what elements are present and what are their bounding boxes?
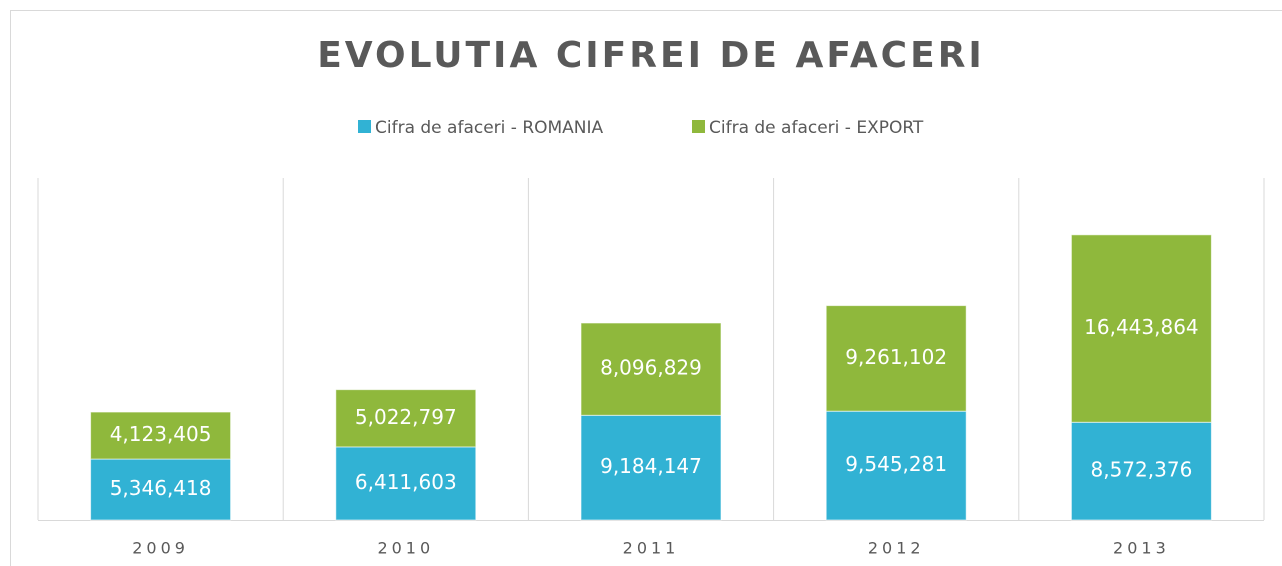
bar-segment (825, 305, 967, 412)
value-label: 5,346,418 (110, 476, 212, 500)
chart-title: EVOLUTIA CIFREI DE AFACERI (317, 35, 985, 76)
bar-segment (580, 414, 722, 521)
bar-segment (90, 458, 232, 521)
bar-segment (580, 322, 722, 416)
value-label: 9,184,147 (600, 454, 702, 478)
bar-segment (90, 411, 232, 460)
x-tick-label: 2012 (868, 539, 925, 558)
value-label: 6,411,603 (355, 470, 457, 494)
bar-segment (1070, 234, 1212, 423)
legend-swatch (692, 120, 705, 133)
bar-segment (825, 410, 967, 521)
value-label: 4,123,405 (110, 422, 212, 446)
legend-label: Cifra de afaceri - ROMANIA (375, 118, 604, 138)
value-label: 9,261,102 (845, 345, 947, 369)
value-label: 8,572,376 (1091, 458, 1193, 482)
x-tick-label: 2013 (1113, 539, 1170, 558)
bar-segment (1070, 421, 1212, 521)
legend-swatch (358, 120, 371, 133)
x-tick-label: 2011 (623, 539, 680, 558)
x-tick-label: 2009 (132, 539, 189, 558)
legend-label: Cifra de afaceri - EXPORT (709, 118, 924, 138)
x-tick-label: 2010 (377, 539, 434, 558)
value-label: 5,022,797 (355, 405, 457, 429)
bar-segment (335, 446, 477, 521)
value-label: 9,545,281 (845, 452, 947, 476)
value-label: 16,443,864 (1084, 315, 1199, 339)
bar-segment (335, 389, 477, 448)
value-label: 8,096,829 (600, 356, 702, 380)
